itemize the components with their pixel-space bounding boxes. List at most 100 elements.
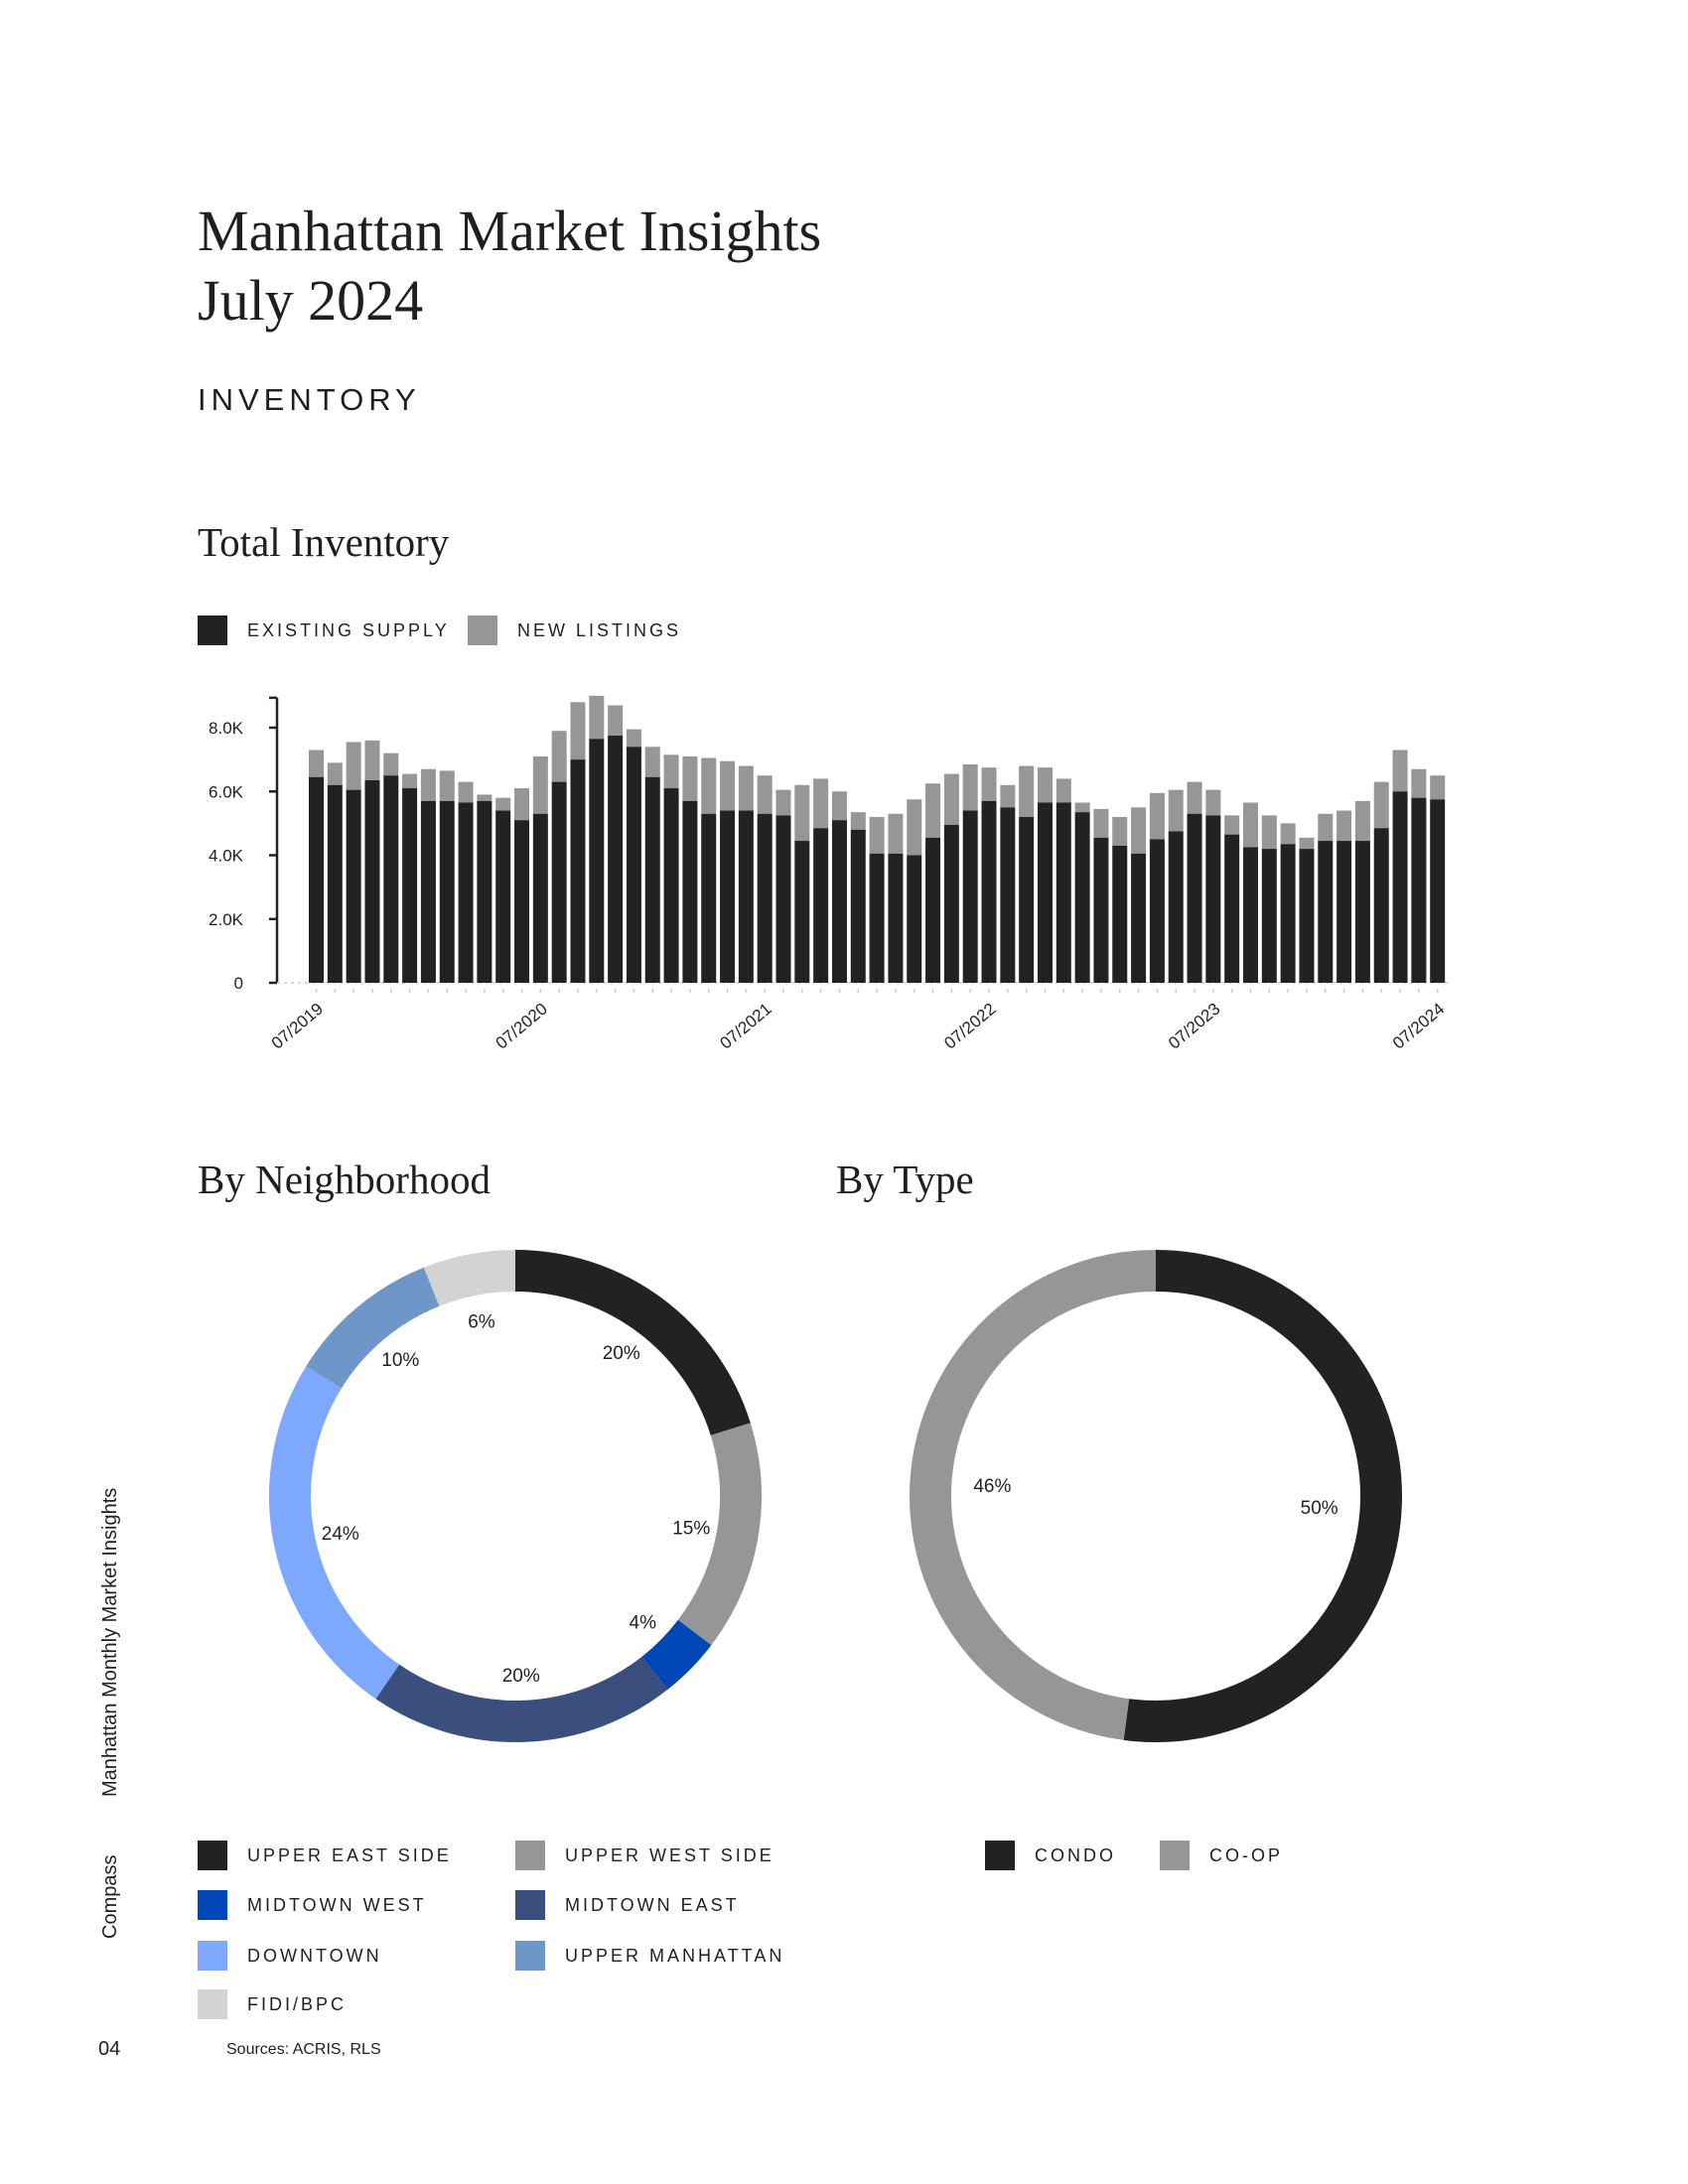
bar-new-listings	[1224, 815, 1240, 835]
legend-label-upper-east-side: UPPER EAST SIDE	[247, 1845, 452, 1865]
bar-new-listings	[1112, 816, 1128, 846]
bar-new-listings	[943, 773, 959, 825]
bar-existing-supply	[682, 800, 698, 983]
bar-new-listings	[477, 794, 492, 801]
bar-new-listings	[1243, 802, 1258, 848]
donut-value-label: 24%	[322, 1524, 359, 1545]
bar-new-listings	[1354, 800, 1370, 842]
bar-existing-supply	[439, 800, 455, 983]
bar-new-listings	[888, 813, 904, 854]
page-number: 04	[98, 2038, 121, 2060]
donut-value-label: 10%	[381, 1350, 419, 1371]
bar-new-listings	[869, 816, 885, 854]
legend-label-downtown: DOWNTOWN	[247, 1946, 382, 1966]
neighborhood-donut-chart: 20% 15% 4% 20% 24% 10% 6%	[269, 1250, 762, 1742]
legend-label-condo: CONDO	[1035, 1845, 1116, 1865]
bar-existing-supply	[701, 813, 717, 983]
bar-new-listings	[1000, 784, 1016, 808]
bar-existing-supply	[1019, 816, 1035, 983]
donut-segment-condo	[1123, 1250, 1402, 1742]
bar-existing-supply	[813, 828, 829, 983]
donut-value-label: 15%	[672, 1518, 710, 1539]
legend-swatch-condo	[985, 1841, 1015, 1870]
bar-new-listings	[720, 760, 736, 811]
bar-existing-supply	[888, 853, 904, 983]
bar-existing-supply	[644, 776, 660, 983]
bar-existing-supply	[1411, 797, 1427, 983]
bar-existing-supply	[1000, 807, 1016, 983]
bar-existing-supply	[962, 810, 978, 983]
donut-value-label: 46%	[973, 1476, 1011, 1497]
bar-existing-supply	[1093, 837, 1109, 983]
bar-existing-supply	[663, 788, 679, 983]
donut-value-label: 20%	[502, 1666, 540, 1687]
bar-existing-supply	[1168, 831, 1184, 983]
bar-new-listings	[1055, 778, 1071, 803]
donut-value-label: 4%	[630, 1612, 657, 1633]
type-donut-chart: 50% 46%	[910, 1250, 1402, 1742]
bar-new-listings	[1318, 813, 1334, 842]
legend-label-co-op: CO-OP	[1209, 1845, 1284, 1865]
bar-new-listings	[1149, 792, 1165, 840]
legend-label-upper-manhattan: UPPER MANHATTAN	[565, 1946, 785, 1966]
bar-new-listings	[364, 740, 380, 781]
bar-existing-supply	[1261, 849, 1277, 983]
bar-existing-supply	[831, 820, 847, 983]
bar-existing-supply	[1243, 847, 1258, 983]
bar-new-listings	[1299, 837, 1315, 850]
bar-existing-supply	[1299, 849, 1315, 983]
bar-existing-supply	[1187, 813, 1202, 983]
bar-existing-supply	[775, 815, 791, 983]
bar-existing-supply	[346, 789, 361, 983]
publication-name: Manhattan Monthly Market Insights	[99, 1487, 121, 1797]
bar-new-listings	[831, 791, 847, 821]
y-tick-label: 8.0K	[209, 719, 244, 738]
legend-label-midtown-east: MIDTOWN EAST	[565, 1895, 740, 1915]
bar-existing-supply	[1074, 812, 1090, 983]
bar-existing-supply	[420, 800, 436, 983]
bar-new-listings	[1261, 815, 1277, 850]
legend-label-existing-supply: EXISTING SUPPLY	[247, 620, 450, 640]
bar-new-listings	[495, 797, 511, 811]
bar-new-listings	[1336, 810, 1352, 842]
bar-existing-supply	[1131, 853, 1147, 983]
bar-existing-supply	[458, 802, 474, 983]
bar-new-listings	[682, 755, 698, 801]
legend-swatch-upper-west-side	[515, 1841, 545, 1870]
legend-swatch-midtown-west	[198, 1890, 227, 1920]
total-inventory-chart: 0 2.0K 4.0K 6.0K 8.0K 07/2019 07/2020 07/2021 07…	[209, 695, 1452, 1053]
bar-existing-supply	[589, 739, 605, 983]
bar-new-listings	[1093, 808, 1109, 838]
bar-new-listings	[1168, 789, 1184, 832]
bar-new-listings	[532, 755, 548, 814]
bar-existing-supply	[757, 813, 773, 983]
donut-value-label: 6%	[468, 1311, 495, 1332]
bar-existing-supply	[402, 788, 418, 983]
bar-existing-supply	[720, 810, 736, 983]
legend-swatch-midtown-east	[515, 1890, 545, 1920]
donut-segment-upper-east-side	[514, 1250, 751, 1436]
bar-existing-supply	[364, 780, 380, 983]
bar-existing-supply	[1055, 802, 1071, 983]
donut-value-label: 50%	[1301, 1498, 1338, 1519]
section-label: INVENTORY	[198, 382, 421, 417]
page-title: Manhattan Market Insights July 2024	[198, 197, 821, 336]
bar-existing-supply	[925, 837, 941, 983]
donut-segment-midtown-west	[640, 1619, 712, 1690]
legend-swatch-new-listings	[468, 615, 497, 645]
bar-existing-supply	[869, 853, 885, 983]
legend-label-fidi-bpc: FIDI/BPC	[247, 1994, 348, 2014]
bar-existing-supply	[850, 829, 866, 983]
bar-existing-supply	[1336, 841, 1352, 983]
legend-swatch-co-op	[1160, 1841, 1190, 1870]
bar-new-listings	[644, 747, 660, 777]
y-tick-label: 4.0K	[209, 847, 244, 866]
bar-existing-supply	[1149, 839, 1165, 983]
x-tick-label: 07/2019	[268, 1000, 327, 1053]
bar-existing-supply	[943, 824, 959, 983]
bar-new-listings	[608, 705, 624, 737]
bar-new-listings	[1280, 823, 1296, 845]
bar-new-listings	[1430, 775, 1446, 800]
bar-new-listings	[514, 788, 530, 821]
legend-swatch-upper-east-side	[198, 1841, 227, 1870]
